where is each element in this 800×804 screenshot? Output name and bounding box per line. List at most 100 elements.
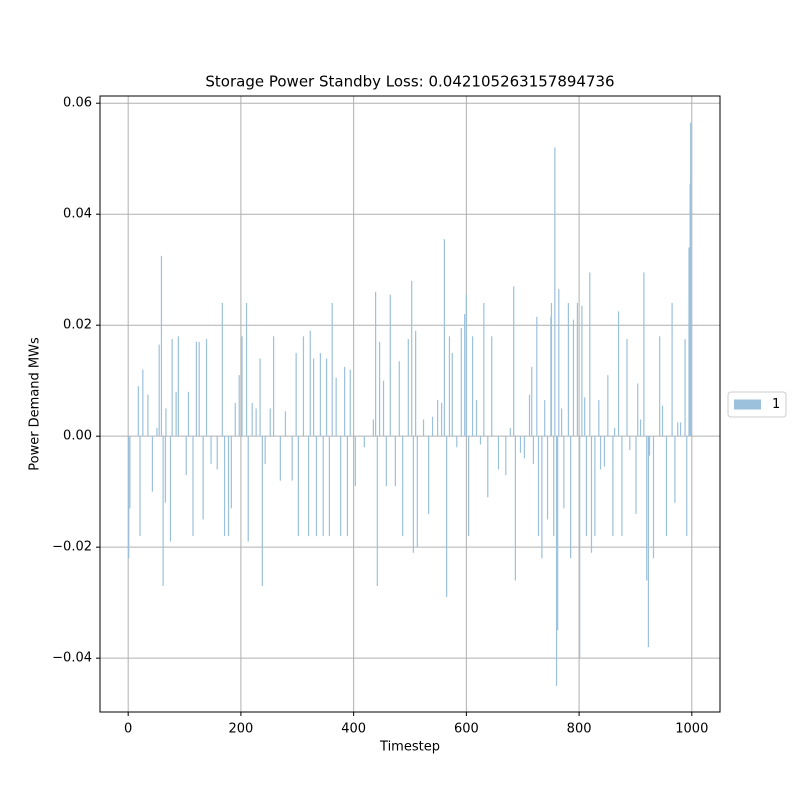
- bar: [537, 436, 540, 537]
- bar: [431, 416, 434, 437]
- bar: [690, 122, 692, 437]
- bar: [679, 422, 682, 437]
- bar: [528, 394, 531, 437]
- bar: [684, 339, 686, 437]
- bar: [297, 436, 299, 537]
- bar: [147, 394, 149, 437]
- bar: [599, 436, 602, 470]
- bar: [187, 391, 190, 437]
- bar: [422, 419, 425, 437]
- bar: [464, 314, 466, 437]
- bar: [142, 369, 144, 437]
- bar: [247, 436, 249, 542]
- y-tick-label: −0.02: [52, 540, 92, 555]
- bar: [412, 436, 414, 553]
- bar: [513, 286, 515, 437]
- bar: [674, 436, 676, 503]
- bar: [309, 330, 311, 437]
- x-tick-label: 0: [124, 722, 132, 737]
- bar: [443, 239, 445, 437]
- bar: [585, 436, 588, 537]
- bar: [567, 302, 569, 437]
- bar: [572, 319, 575, 437]
- bar: [328, 436, 330, 537]
- bar: [192, 436, 194, 537]
- bar: [151, 436, 154, 492]
- bar: [139, 436, 141, 537]
- bar: [629, 436, 631, 451]
- bar: [158, 344, 160, 437]
- bar: [514, 436, 516, 581]
- bar: [394, 436, 396, 487]
- bar: [234, 402, 236, 437]
- bar: [532, 436, 535, 464]
- bar: [550, 302, 553, 437]
- bar: [378, 341, 381, 437]
- bar: [621, 436, 623, 537]
- bar: [561, 408, 563, 437]
- bar: [553, 436, 555, 537]
- x-tick-label: 400: [341, 722, 366, 737]
- bar: [544, 400, 546, 437]
- bar: [643, 272, 645, 437]
- bar: [302, 336, 305, 437]
- bar: [313, 358, 315, 437]
- bar: [637, 383, 639, 437]
- bar: [479, 436, 482, 445]
- bar: [402, 436, 404, 537]
- bar: [614, 427, 616, 437]
- bar: [546, 436, 549, 520]
- bar: [264, 436, 266, 464]
- y-tick-label: −0.04: [52, 651, 92, 666]
- y-tick-label: 0.02: [63, 318, 92, 333]
- legend-label: 1: [772, 397, 780, 412]
- plot-frame: [99, 95, 721, 713]
- bar: [584, 397, 586, 437]
- x-tick-label: 800: [567, 722, 592, 737]
- bar: [483, 302, 485, 437]
- bar: [519, 436, 522, 453]
- bar: [626, 339, 628, 437]
- y-tick-label: 0.04: [63, 207, 92, 222]
- bar: [389, 294, 391, 437]
- bar: [465, 294, 467, 437]
- bar: [346, 436, 349, 537]
- y-axis-label: Power Demand MWs: [28, 337, 43, 471]
- bar: [335, 377, 337, 437]
- bar: [475, 400, 478, 437]
- bar: [688, 247, 690, 437]
- bar: [497, 436, 500, 470]
- bar: [210, 436, 212, 464]
- bar: [195, 341, 197, 437]
- bar: [594, 436, 596, 537]
- bar: [647, 436, 650, 648]
- bar: [322, 436, 324, 537]
- bar: [227, 436, 230, 537]
- bar: [603, 436, 606, 467]
- bar: [460, 327, 462, 437]
- bar: [245, 302, 248, 437]
- bar: [349, 369, 351, 437]
- ticks: 0 200 400 600 800 1000 −0.04 −0.02 0.00 0.02 0.04 0…: [52, 96, 708, 737]
- bar: [198, 341, 200, 437]
- bar: [648, 436, 651, 456]
- bar: [686, 436, 688, 537]
- bar: [659, 336, 661, 437]
- grid: [100, 96, 720, 712]
- bar: [273, 336, 275, 437]
- bar: [269, 408, 271, 437]
- bar: [437, 400, 439, 437]
- bar: [375, 291, 377, 437]
- bar: [128, 436, 130, 559]
- bar: [505, 436, 507, 476]
- bar: [261, 436, 263, 587]
- bar: [238, 375, 240, 437]
- bar: [590, 436, 593, 553]
- bar: [407, 339, 409, 437]
- bar: [581, 305, 583, 437]
- bar: [415, 330, 417, 437]
- bar: [385, 436, 387, 487]
- bar: [456, 436, 458, 448]
- bar: [221, 302, 223, 437]
